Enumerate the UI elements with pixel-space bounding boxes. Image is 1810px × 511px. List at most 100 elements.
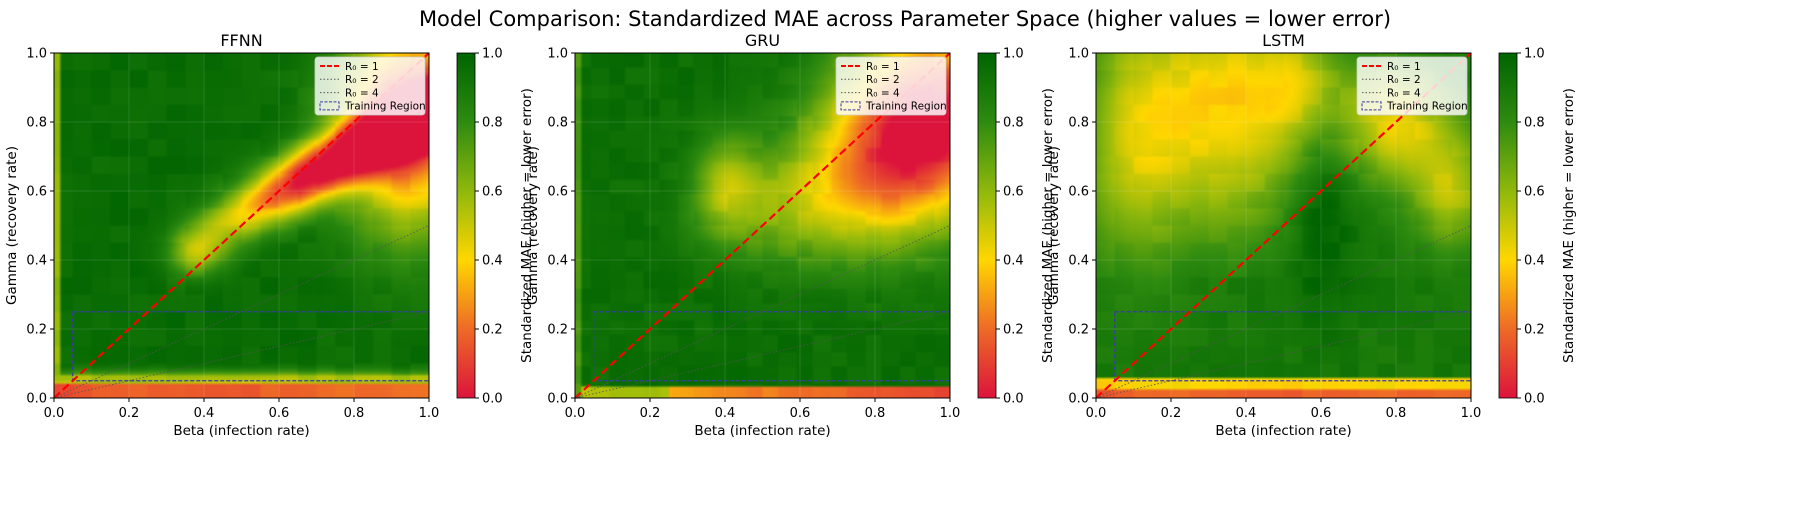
y-axis-label: Gamma (recovery rate)	[525, 146, 541, 305]
x-tick-label: 0.8	[344, 406, 365, 421]
x-tick-label: 0.0	[44, 406, 65, 421]
figure-suptitle: Model Comparison: Standardized MAE acros…	[419, 7, 1391, 31]
legend: R₀ = 1R₀ = 2R₀ = 4 Training Region	[1356, 56, 1468, 116]
x-axis-label: Beta (infection rate)	[173, 423, 309, 439]
ref-line-r0	[1096, 225, 1471, 398]
x-tick-label: 0.2	[1161, 406, 1182, 421]
ref-line-r0	[54, 311, 429, 398]
x-tick-label: 0.4	[1236, 406, 1257, 421]
legend: R₀ = 1R₀ = 2R₀ = 4 Training Region	[835, 56, 947, 116]
x-axis-label: Beta (infection rate)	[694, 423, 830, 439]
ref-line-r0	[1096, 311, 1471, 398]
x-tick-label: 0.6	[790, 406, 811, 421]
colorbar-tick-label: 0.0	[1003, 392, 1024, 407]
y-tick-label: 0.8	[26, 116, 47, 131]
ref-line-r0	[54, 225, 429, 398]
colorbar-tick-label: 0.4	[1524, 254, 1545, 269]
colorbar-gradient	[1498, 52, 1518, 399]
legend: R₀ = 1R₀ = 2R₀ = 4 Training Region	[314, 56, 426, 116]
x-tick-label: 0.0	[1086, 406, 1107, 421]
legend-label: R₀ = 2	[866, 74, 900, 86]
panel-title: GRU	[745, 31, 780, 50]
colorbar-tick-label: 0.6	[1524, 185, 1545, 200]
y-tick-label: 0.6	[1068, 185, 1089, 200]
legend-label: R₀ = 1	[866, 61, 900, 73]
legend-label: Training Region	[344, 101, 426, 113]
legend-label: Training Region	[865, 101, 947, 113]
panel-lstm: 0.0 0.2 0.4 0.6 0.8 1.0 0.0 0.2 0.4 0.6 0.8 1.0 LSTM…	[1046, 31, 1577, 439]
x-tick-label: 0.8	[865, 406, 886, 421]
colorbar-label: Standardized MAE (higher = lower error)	[519, 88, 535, 363]
legend-label: R₀ = 4	[1387, 87, 1421, 99]
x-axis-label: Beta (infection rate)	[1215, 423, 1351, 439]
x-tick-label: 1.0	[940, 406, 961, 421]
x-tick-label: 1.0	[419, 406, 440, 421]
colorbar-gradient	[456, 52, 476, 399]
x-tick-label: 0.2	[119, 406, 140, 421]
legend-swatch	[840, 101, 861, 111]
colorbar: 0.0 0.2 0.4 0.6 0.8 1.0 Standardized MAE (high…	[456, 47, 535, 407]
x-tick-label: 0.4	[715, 406, 736, 421]
x-tick-label: 0.2	[640, 406, 661, 421]
colorbar: 0.0 0.2 0.4 0.6 0.8 1.0 Standardized MAE (high…	[977, 47, 1056, 407]
y-tick-label: 0.6	[547, 185, 568, 200]
y-tick-label: 1.0	[1068, 47, 1089, 62]
legend-swatch	[319, 101, 340, 111]
legend-box	[835, 56, 947, 116]
y-tick-label: 1.0	[547, 47, 568, 62]
legend-label: R₀ = 4	[866, 87, 900, 99]
colorbar-tick-label: 0.8	[1524, 116, 1545, 131]
panel-title: FFNN	[220, 31, 262, 50]
x-tick-label: 0.8	[1386, 406, 1407, 421]
y-axis-label: Gamma (recovery rate)	[1046, 146, 1062, 305]
colorbar-tick-label: 1.0	[1003, 47, 1024, 62]
legend-label: Training Region	[1386, 101, 1468, 113]
colorbar-tick-label: 0.6	[482, 185, 503, 200]
legend-label: R₀ = 2	[1387, 74, 1421, 86]
colorbar-tick-label: 0.6	[1003, 185, 1024, 200]
x-tick-label: 0.6	[1311, 406, 1332, 421]
legend-box	[314, 56, 426, 116]
colorbar-tick-label: 0.4	[1003, 254, 1024, 269]
y-tick-label: 0.4	[26, 254, 47, 269]
training-region-box	[593, 311, 950, 382]
panel-gru: 0.0 0.2 0.4 0.6 0.8 1.0 0.0 0.2 0.4 0.6 0.8 1.0 GRU B…	[525, 31, 1056, 439]
panel-title: LSTM	[1262, 31, 1305, 50]
y-tick-label: 0.0	[547, 392, 568, 407]
panel-ffnn: 0.0 0.2 0.4 0.6 0.8 1.0 0.0 0.2 0.4 0.6 0.8 1.0 FFNN…	[4, 31, 535, 439]
y-tick-label: 0.0	[1068, 392, 1089, 407]
colorbar-label: Standardized MAE (higher = lower error)	[1561, 88, 1577, 363]
y-tick-label: 0.4	[547, 254, 568, 269]
legend-box	[1356, 56, 1468, 116]
y-tick-label: 0.2	[1068, 323, 1089, 338]
legend-label: R₀ = 1	[345, 61, 379, 73]
axes-frame	[574, 52, 951, 399]
colorbar: 0.0 0.2 0.4 0.6 0.8 1.0 Standardized MAE (high…	[1498, 47, 1577, 407]
y-tick-label: 0.0	[26, 392, 47, 407]
x-tick-label: 1.0	[1461, 406, 1482, 421]
colorbar-tick-label: 0.8	[482, 116, 503, 131]
colorbar-label: Standardized MAE (higher = lower error)	[1040, 88, 1056, 363]
colorbar-tick-label: 0.0	[482, 392, 503, 407]
colorbar-tick-label: 0.2	[1524, 323, 1545, 338]
colorbar-tick-label: 0.2	[1003, 323, 1024, 338]
legend-swatch	[1361, 101, 1382, 111]
y-tick-label: 0.8	[547, 116, 568, 131]
training-region-box	[1114, 311, 1471, 382]
ref-line-r0	[575, 225, 950, 398]
y-tick-label: 0.2	[547, 323, 568, 338]
legend-label: R₀ = 4	[345, 87, 379, 99]
y-tick-label: 1.0	[26, 47, 47, 62]
y-tick-label: 0.4	[1068, 254, 1089, 269]
legend-label: R₀ = 1	[1387, 61, 1421, 73]
x-tick-label: 0.4	[194, 406, 215, 421]
x-tick-label: 0.6	[269, 406, 290, 421]
x-tick-label: 0.0	[565, 406, 586, 421]
ref-line-r0	[575, 311, 950, 398]
colorbar-tick-label: 1.0	[482, 47, 503, 62]
colorbar-tick-label: 0.8	[1003, 116, 1024, 131]
y-tick-label: 0.2	[26, 323, 47, 338]
axes-frame	[1095, 52, 1472, 399]
legend-label: R₀ = 2	[345, 74, 379, 86]
